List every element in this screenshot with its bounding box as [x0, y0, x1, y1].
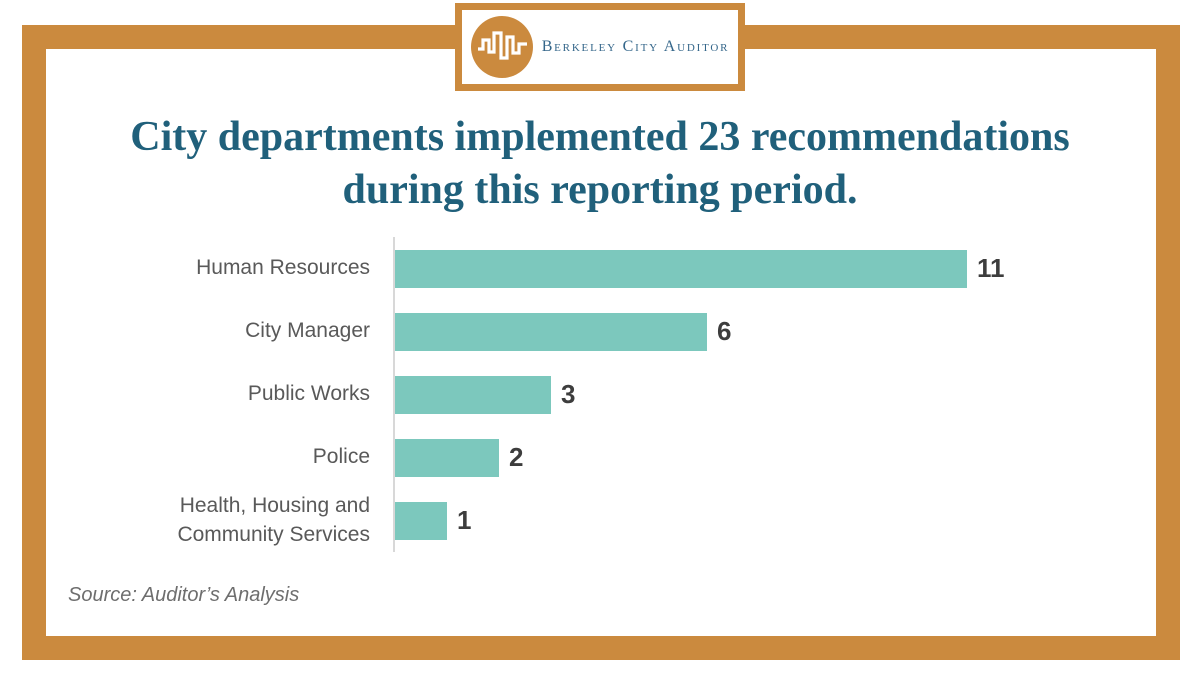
bar-area: 1: [393, 489, 1135, 552]
chart-row: City Manager 6: [55, 300, 1135, 363]
value-label: 2: [509, 442, 524, 472]
category-label: Police: [312, 445, 370, 469]
value-label: 3: [561, 379, 576, 409]
bar-chart: Human Resources 11 City Manager 6 Public Wor…: [55, 237, 1135, 552]
bar-area: 11: [393, 237, 1135, 300]
value-label: 1: [457, 505, 472, 535]
value-label: 11: [977, 253, 1005, 283]
bar-area: 2: [393, 426, 1135, 489]
value-label: 6: [717, 316, 732, 346]
chart-row: Health, Housing and Community Services 1: [55, 489, 1135, 552]
chart-title: City departments implemented 23 recommen…: [0, 111, 1200, 217]
source-note: Source: Auditor’s Analysis: [68, 584, 300, 606]
chart-row: Human Resources 11: [55, 237, 1135, 300]
chart-row: Public Works 3: [55, 363, 1135, 426]
chart-title-line1: City departments implemented 23 recommen…: [130, 114, 1070, 160]
bar-area: 3: [393, 363, 1135, 426]
bar: [395, 501, 447, 540]
logo-box: Berkeley City Auditor: [455, 3, 745, 91]
bar: [395, 249, 967, 288]
category-label: Human Resources: [196, 256, 370, 280]
category-label: Health, Housing and Community Services: [177, 494, 370, 546]
brand-name: Berkeley City Auditor: [541, 38, 730, 55]
bar: [395, 375, 551, 414]
bar: [395, 312, 707, 351]
chart-row: Police 2: [55, 426, 1135, 489]
bar: [395, 438, 499, 477]
category-label: City Manager: [245, 319, 370, 343]
chart-title-line2: during this reporting period.: [342, 167, 858, 213]
category-label: Public Works: [247, 382, 370, 406]
waveform-icon: [470, 16, 533, 78]
bar-area: 6: [393, 300, 1135, 363]
